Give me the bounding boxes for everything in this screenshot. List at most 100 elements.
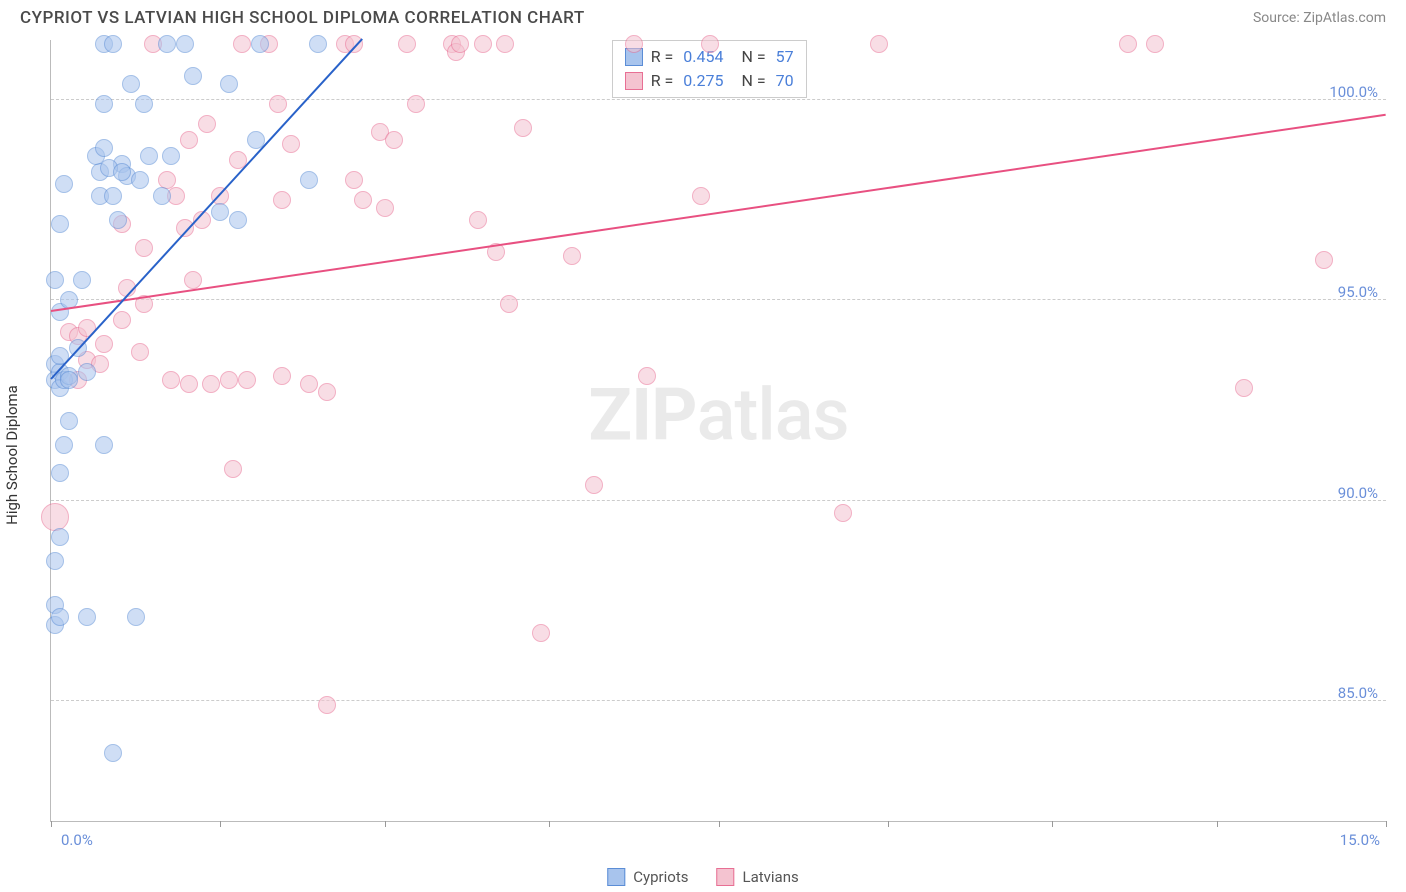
swatch-latvians <box>625 72 643 90</box>
data-point-cypriots <box>51 215 69 233</box>
legend-label-cypriots: Cypriots <box>633 868 688 886</box>
data-point-latvians <box>563 247 581 265</box>
gridline <box>51 500 1386 501</box>
data-point-latvians <box>385 131 403 149</box>
gridline <box>51 700 1386 701</box>
data-point-cypriots <box>127 608 145 626</box>
data-point-latvians <box>638 367 656 385</box>
data-point-cypriots <box>104 35 122 53</box>
data-point-latvians <box>514 119 532 137</box>
data-point-latvians <box>220 371 238 389</box>
x-tick <box>51 821 52 827</box>
data-point-cypriots <box>113 163 131 181</box>
data-point-latvians <box>398 35 416 53</box>
data-point-latvians <box>345 35 363 53</box>
gridline <box>51 99 1386 100</box>
data-point-latvians <box>273 367 291 385</box>
data-point-latvians <box>162 371 180 389</box>
data-point-latvians <box>345 171 363 189</box>
x-tick <box>1217 821 1218 827</box>
x-tick <box>220 821 221 827</box>
data-point-latvians <box>532 624 550 642</box>
data-point-latvians <box>834 504 852 522</box>
data-point-latvians <box>95 335 113 353</box>
data-point-latvians <box>870 35 888 53</box>
data-point-cypriots <box>78 608 96 626</box>
data-point-latvians <box>451 35 469 53</box>
data-point-cypriots <box>73 271 91 289</box>
x-tick <box>719 821 720 827</box>
data-point-cypriots <box>300 171 318 189</box>
x-tick <box>549 821 550 827</box>
data-point-latvians <box>474 35 492 53</box>
data-point-cypriots <box>104 187 122 205</box>
x-tick <box>1052 821 1053 827</box>
series-legend: Cypriots Latvians <box>607 868 798 886</box>
data-point-cypriots <box>104 744 122 762</box>
data-point-cypriots <box>122 75 140 93</box>
y-tick-label: 95.0% <box>1338 283 1378 301</box>
chart-container: High School Diploma ZIPatlas R = 0.454 N… <box>20 40 1386 852</box>
data-point-latvians <box>318 696 336 714</box>
data-point-cypriots <box>95 436 113 454</box>
data-point-latvians <box>41 503 69 531</box>
y-axis-label: High School Diploma <box>3 385 21 525</box>
data-point-cypriots <box>220 75 238 93</box>
data-point-latvians <box>701 35 719 53</box>
data-point-cypriots <box>309 35 327 53</box>
data-point-latvians <box>469 211 487 229</box>
data-point-latvians <box>407 95 425 113</box>
legend-item-latvians: Latvians <box>716 868 798 886</box>
data-point-latvians <box>1315 251 1333 269</box>
data-point-latvians <box>269 95 287 113</box>
data-point-cypriots <box>162 147 180 165</box>
data-point-cypriots <box>60 371 78 389</box>
x-tick-label: 15.0% <box>1340 831 1380 849</box>
y-tick-label: 85.0% <box>1338 684 1378 702</box>
watermark: ZIPatlas <box>588 372 848 457</box>
data-point-cypriots <box>55 436 73 454</box>
data-point-latvians <box>585 476 603 494</box>
data-point-cypriots <box>251 35 269 53</box>
x-tick-label: 0.0% <box>61 831 93 849</box>
x-tick <box>385 821 386 827</box>
data-point-latvians <box>198 115 216 133</box>
data-point-cypriots <box>229 211 247 229</box>
data-point-cypriots <box>135 95 153 113</box>
data-point-cypriots <box>46 271 64 289</box>
data-point-cypriots <box>95 95 113 113</box>
data-point-latvians <box>180 375 198 393</box>
data-point-latvians <box>131 343 149 361</box>
data-point-cypriots <box>51 608 69 626</box>
data-point-latvians <box>184 271 202 289</box>
data-point-cypriots <box>109 211 127 229</box>
data-point-latvians <box>238 371 256 389</box>
data-point-cypriots <box>158 35 176 53</box>
data-point-latvians <box>376 199 394 217</box>
data-point-cypriots <box>211 203 229 221</box>
data-point-cypriots <box>95 139 113 157</box>
swatch-latvians-icon <box>716 868 734 886</box>
gridline <box>51 299 1386 300</box>
chart-title: CYPRIOT VS LATVIAN HIGH SCHOOL DIPLOMA C… <box>20 8 585 28</box>
data-point-cypriots <box>46 552 64 570</box>
trend-line-cypriots <box>50 38 363 380</box>
data-point-latvians <box>1146 35 1164 53</box>
data-point-latvians <box>273 191 291 209</box>
data-point-cypriots <box>176 35 194 53</box>
data-point-latvians <box>202 375 220 393</box>
swatch-cypriots-icon <box>607 868 625 886</box>
data-point-latvians <box>354 191 372 209</box>
data-point-latvians <box>500 295 518 313</box>
data-point-latvians <box>625 35 643 53</box>
data-point-latvians <box>180 131 198 149</box>
y-tick-label: 100.0% <box>1329 83 1378 101</box>
scatter-plot-area: ZIPatlas R = 0.454 N = 57 R = 0.275 N = … <box>50 40 1386 822</box>
data-point-latvians <box>1119 35 1137 53</box>
data-point-cypriots <box>55 175 73 193</box>
data-point-latvians <box>318 383 336 401</box>
data-point-cypriots <box>78 363 96 381</box>
x-tick <box>1386 821 1387 827</box>
data-point-cypriots <box>131 171 149 189</box>
data-point-latvians <box>282 135 300 153</box>
